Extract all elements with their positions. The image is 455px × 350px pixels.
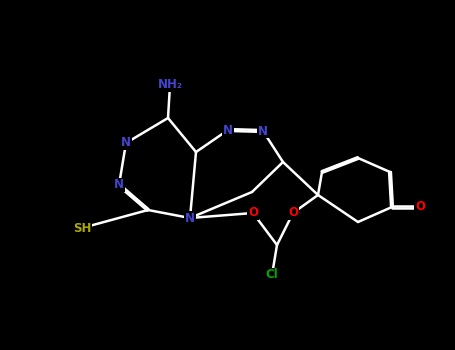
Text: SH: SH xyxy=(73,222,91,235)
Text: N: N xyxy=(185,211,195,224)
Text: N: N xyxy=(121,136,131,149)
Text: NH₂: NH₂ xyxy=(157,78,182,91)
Text: O: O xyxy=(415,201,425,214)
Text: O: O xyxy=(288,206,298,219)
Text: O: O xyxy=(248,206,258,219)
Text: N: N xyxy=(258,125,268,138)
Text: Cl: Cl xyxy=(266,268,278,281)
Text: N: N xyxy=(114,178,124,191)
Text: N: N xyxy=(223,124,233,136)
